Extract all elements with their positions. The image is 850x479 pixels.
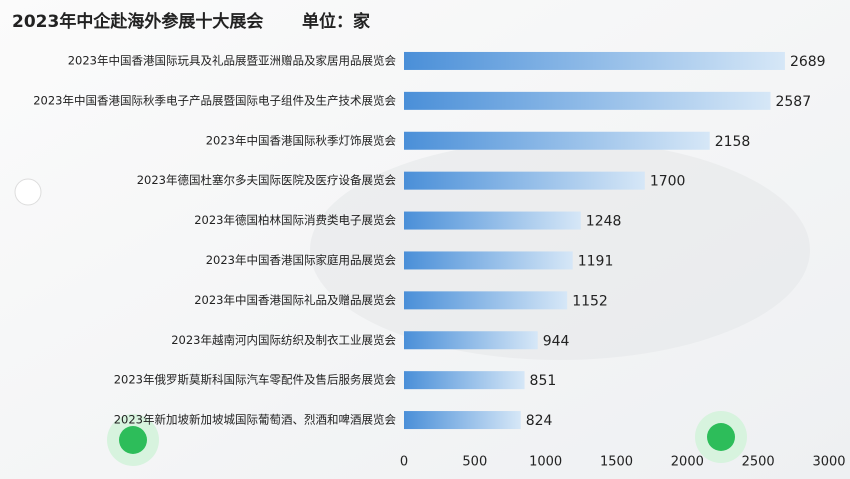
value-label: 2689 [790,54,826,70]
decoration [14,178,42,206]
bar [404,291,568,310]
x-tick-label: 0 [400,455,408,470]
bar [404,371,525,390]
value-label: 1700 [650,174,686,190]
y-tick-label: 2023年新加坡新加坡城国际葡萄酒、烈酒和啤酒展览会 [114,413,397,427]
x-tick-label: 1500 [600,455,633,470]
y-tick-label: 2023年中国香港国际玩具及礼品展暨亚洲赠品及家居用品展览会 [68,53,397,67]
x-tick-label: 1000 [529,455,562,470]
bar [404,51,785,70]
y-tick-label: 2023年中国香港国际秋季灯饰展览会 [206,133,397,147]
value-label: 851 [530,373,557,389]
bar [404,211,581,230]
bar [404,411,521,430]
x-tick-label: 3000 [812,455,845,470]
value-label: 2587 [775,94,811,110]
chart-title: 2023年中企赴海外参展十大展会 [12,11,263,32]
decoration [707,423,735,451]
value-label: 1191 [578,253,614,269]
bar [404,251,573,270]
value-label: 944 [543,333,570,349]
y-tick-label: 2023年中国香港国际秋季电子产品展暨国际电子组件及生产技术展览会 [33,93,396,107]
decoration [119,426,147,454]
x-tick-label: 500 [462,455,487,470]
y-tick-label: 2023年中国香港国际家庭用品展览会 [206,253,397,267]
bar [404,171,645,190]
y-tick-label: 2023年中国香港国际礼品及赠品展览会 [194,293,396,307]
value-label: 2158 [715,134,751,150]
value-label: 1248 [586,214,622,230]
y-tick-label: 2023年德国柏林国际消费类电子展览会 [194,213,396,227]
y-tick-label: 2023年德国杜塞尔多夫国际医院及医疗设备展览会 [137,173,397,187]
bar [404,331,538,350]
value-label: 1152 [572,293,608,309]
bar [404,131,710,150]
x-tick-label: 2000 [671,455,704,470]
x-tick-label: 2500 [742,455,775,470]
y-tick-label: 2023年越南河内国际纺织及制衣工业展览会 [171,333,396,347]
value-label: 824 [526,413,553,429]
y-tick-label: 2023年俄罗斯莫斯科国际汽车零配件及售后服务展览会 [114,373,397,387]
chart-subtitle: 单位：家 [302,11,370,32]
bar [404,91,771,110]
